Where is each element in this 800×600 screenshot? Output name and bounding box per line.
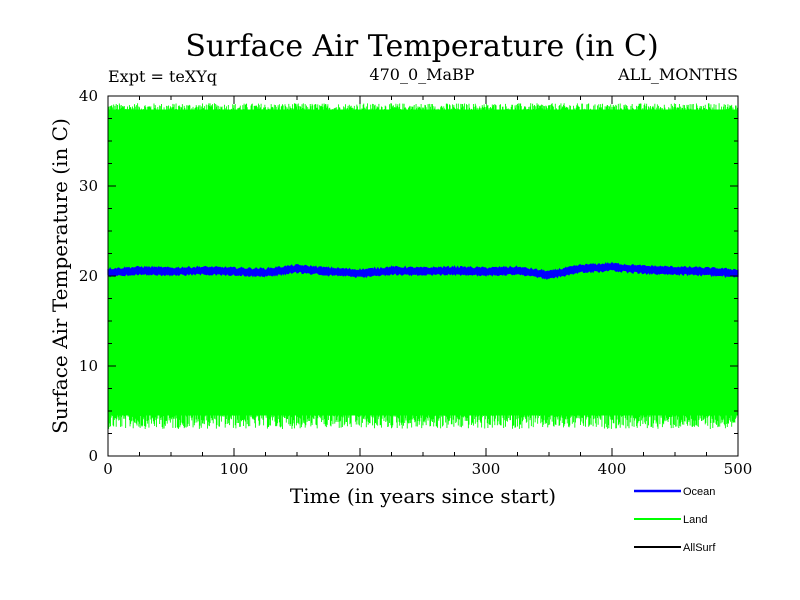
x-tick-label: 0 xyxy=(103,460,113,478)
x-tick-label: 500 xyxy=(724,460,753,478)
legend-label-allsurf: AllSurf xyxy=(683,542,716,554)
y-tick-label: 20 xyxy=(79,267,98,285)
y-tick-label: 40 xyxy=(79,87,98,105)
x-axis-label: Time (in years since start) xyxy=(290,484,556,508)
y-tick-label: 10 xyxy=(79,357,98,375)
x-tick-label: 100 xyxy=(220,460,249,478)
x-tick-label: 200 xyxy=(346,460,375,478)
chart-subtitle-left: Expt = teXYq xyxy=(108,67,217,86)
chart-subtitle-center: 470_0_MaBP xyxy=(369,65,474,84)
chart-title: Surface Air Temperature (in C) xyxy=(185,29,658,64)
land-series xyxy=(107,103,739,429)
x-axis: 0 100 200 300 400 500 xyxy=(103,96,752,478)
y-tick-label: 0 xyxy=(88,447,98,465)
x-tick-label: 300 xyxy=(472,460,501,478)
chart-subtitle-right: ALL_MONTHS xyxy=(617,65,738,84)
y-tick-label: 30 xyxy=(79,177,98,195)
y-axis-label: Surface Air Temperature (in C) xyxy=(48,118,72,434)
x-tick-label: 400 xyxy=(598,460,627,478)
y-axis: 0 10 20 30 40 xyxy=(79,87,738,465)
legend-label-ocean: Ocean xyxy=(683,486,715,498)
legend-label-land: Land xyxy=(683,514,707,526)
legend: Ocean Land AllSurf xyxy=(634,486,716,554)
